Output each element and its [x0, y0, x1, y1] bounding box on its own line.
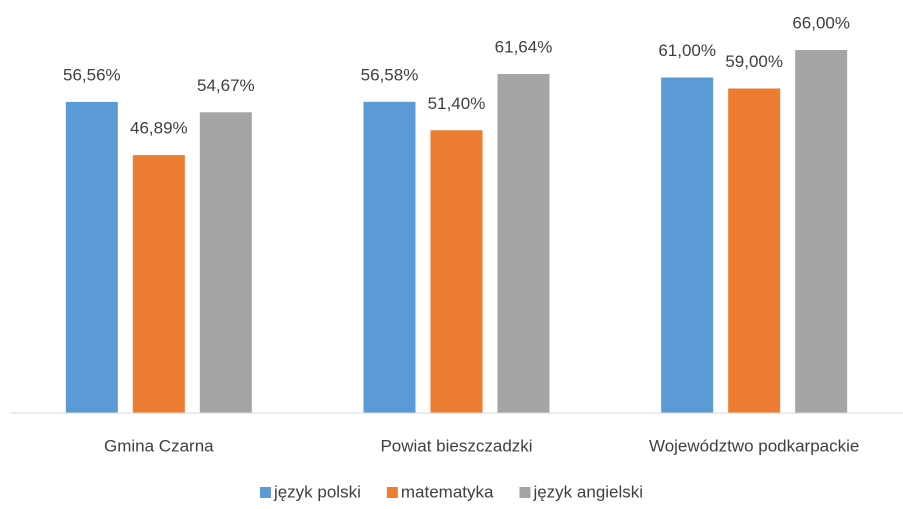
bar — [65, 101, 118, 414]
bar — [795, 50, 848, 413]
data-label: 66,00% — [792, 13, 850, 32]
x-tick-label: Gmina Czarna — [104, 436, 214, 455]
legend-swatch — [386, 487, 398, 498]
bar — [199, 112, 252, 413]
data-label: 61,64% — [495, 37, 553, 56]
legend-label: język polski — [273, 482, 361, 501]
data-label: 56,56% — [63, 65, 121, 84]
bar — [363, 101, 416, 413]
data-label: 46,89% — [130, 119, 188, 138]
bar — [430, 130, 483, 414]
bar — [497, 73, 550, 413]
legend-swatch — [259, 487, 271, 498]
data-label: 59,00% — [725, 52, 783, 71]
legend-label: matematyka — [401, 482, 494, 501]
bar — [661, 77, 714, 413]
data-label: 51,40% — [428, 94, 486, 113]
legend-swatch — [519, 487, 531, 498]
data-label: 54,67% — [197, 76, 255, 95]
bar — [132, 155, 185, 414]
bar — [728, 88, 781, 413]
x-tick-label: Województwo podkarpackie — [649, 436, 859, 455]
data-label: 56,58% — [361, 65, 419, 84]
x-tick-label: Powiat bieszczadzki — [380, 436, 532, 455]
legend-label: język angielski — [532, 482, 643, 501]
data-label: 61,00% — [658, 41, 716, 60]
